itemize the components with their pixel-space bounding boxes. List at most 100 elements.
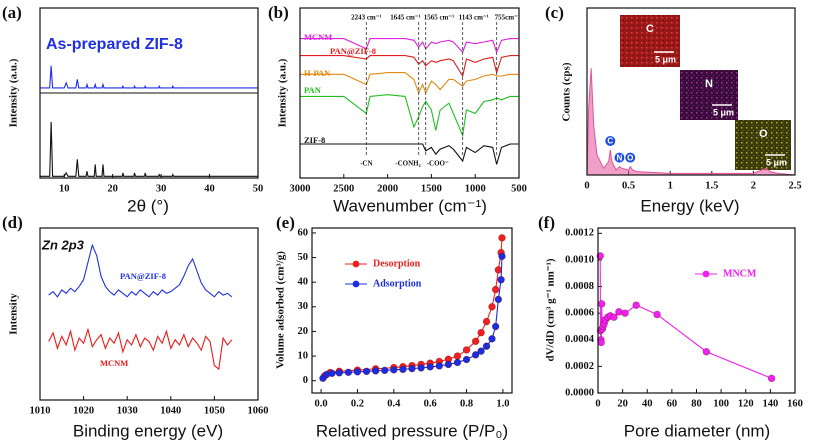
- series-line: [300, 94, 519, 138]
- marker: [494, 266, 503, 274]
- x-tick-label: 40: [642, 398, 653, 409]
- annotation: 1143 cm⁻¹: [459, 14, 489, 22]
- map-inset: [735, 120, 791, 170]
- x-axis-label: 2θ (°): [127, 196, 169, 215]
- series-label: PAN@ZIF-8: [330, 46, 376, 56]
- series-line: [300, 38, 519, 54]
- x-tick-label: 20: [617, 398, 628, 409]
- y-axis-label: dV/dD (cm³ g⁻¹ nm⁻¹): [545, 258, 557, 361]
- y-tick-label: 20: [298, 326, 309, 337]
- x-tick-label: 0.6: [424, 398, 437, 409]
- series-label: MCNM: [100, 358, 128, 368]
- marker: [621, 309, 629, 317]
- x-tick-label: 0.0: [315, 398, 328, 409]
- panel-label: (e): [276, 213, 295, 232]
- series-label: PAN: [304, 85, 322, 95]
- marker: [497, 276, 505, 284]
- inset-scale: 5 μm: [766, 157, 787, 167]
- inset-scale: 5 μm: [655, 54, 676, 64]
- x-tick-label: 1: [668, 180, 673, 191]
- annotation: 1645 cm⁻¹: [390, 14, 420, 22]
- x-tick-label: 1000: [465, 183, 486, 194]
- marker: [344, 368, 353, 377]
- marker: [491, 322, 500, 331]
- peak-badge: [624, 151, 637, 164]
- series-line: [48, 327, 233, 371]
- y-tick-label: 10: [298, 350, 309, 361]
- marker: [494, 295, 503, 304]
- area: [586, 68, 796, 176]
- y-tick-label: 0.0010: [565, 254, 594, 265]
- x-tick-label: 50: [253, 183, 264, 194]
- plot-frame: [39, 7, 259, 179]
- inset-element: O: [759, 128, 768, 140]
- x-tick-label: 30: [156, 183, 167, 194]
- marker: [444, 360, 453, 369]
- series-line: [300, 55, 519, 78]
- annotation: 2243 cm⁻¹: [351, 14, 381, 22]
- marker: [408, 364, 416, 373]
- marker: [477, 328, 485, 337]
- marker: [371, 367, 380, 375]
- panel-label: (d): [2, 213, 23, 232]
- annotation: 1565 cm⁻¹: [424, 14, 454, 22]
- group-label: -COO⁻: [427, 160, 449, 168]
- marker: [453, 352, 462, 360]
- marker: [610, 313, 618, 321]
- series-label: H-PAN: [304, 68, 331, 78]
- x-axis-label: Pore diameter (nm): [624, 421, 770, 440]
- x-tick-label: 100: [713, 398, 729, 409]
- x-tick-label: 2: [751, 180, 756, 191]
- x-tick-label: 0: [595, 398, 600, 409]
- legend-label: Desorption: [373, 258, 421, 269]
- legend-marker: [702, 270, 710, 278]
- x-tick-label: 1010: [30, 405, 51, 416]
- marker: [615, 308, 623, 316]
- marker: [597, 338, 605, 347]
- series-line: [48, 243, 233, 298]
- marker: [335, 369, 343, 377]
- y-axis-label: Counts (cps): [561, 62, 573, 121]
- marker: [498, 234, 506, 242]
- group-label: -CN: [360, 160, 372, 168]
- map-inset: [680, 70, 738, 120]
- inset-element: N: [705, 78, 713, 90]
- panel-label: (a): [2, 3, 22, 22]
- panel-label: (c): [545, 3, 564, 22]
- inset-scale: 5 μm: [713, 107, 734, 117]
- y-tick-label: 0.0012: [565, 228, 594, 239]
- marker: [498, 252, 506, 261]
- x-tick-label: 1.5: [705, 180, 718, 191]
- y-axis-label: Volume adsorbed (cm³/g): [275, 251, 287, 369]
- marker: [462, 346, 471, 354]
- plot-frame: [311, 227, 513, 394]
- legend-label: Adsorption: [373, 278, 422, 289]
- y-axis-label: Intensity (a.u.): [8, 58, 20, 127]
- x-axis-label: Wavenumber (cm⁻¹): [333, 196, 487, 215]
- chart-title: Zn 2p3: [41, 237, 85, 252]
- marker: [488, 335, 496, 343]
- marker: [328, 369, 336, 377]
- x-tick-label: 2500: [333, 183, 354, 194]
- marker: [353, 368, 362, 376]
- plot-frame: [39, 227, 259, 401]
- marker: [597, 300, 606, 308]
- x-tick-label: 1020: [73, 405, 94, 416]
- x-tick-label: 0: [584, 180, 589, 191]
- chart-title: As-prepared ZIF-8: [46, 36, 183, 53]
- y-tick-label: 50: [298, 252, 309, 263]
- marker: [453, 358, 462, 367]
- marker: [477, 347, 485, 355]
- peak-badge: [604, 134, 617, 147]
- x-axis-label: Energy (keV): [640, 196, 739, 215]
- marker: [417, 364, 425, 372]
- y-tick-label: 30: [298, 301, 309, 312]
- y-tick-label: 0.0002: [565, 361, 594, 372]
- peak-label: C: [607, 137, 613, 146]
- peak-label: N: [617, 153, 623, 162]
- map-inset: [620, 15, 680, 67]
- plot-frame: [299, 7, 520, 179]
- x-tick-label: 0.8: [460, 398, 473, 409]
- x-tick-label: 0.5: [622, 180, 635, 191]
